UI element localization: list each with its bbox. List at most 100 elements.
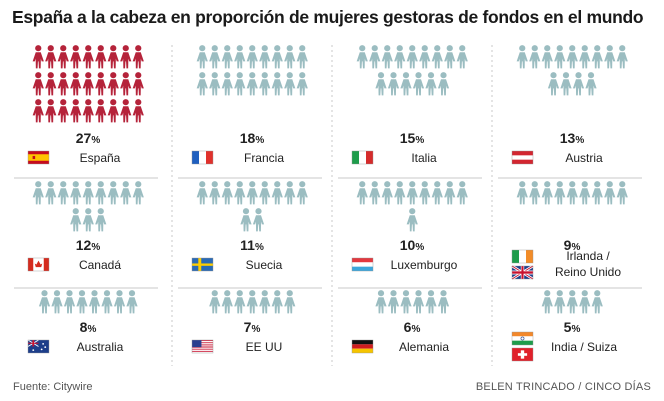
value-label: 9%: [564, 237, 581, 253]
person-icon: [259, 45, 271, 69]
value-label: 8%: [80, 319, 97, 335]
value-label: 12%: [76, 237, 101, 253]
person-icon: [70, 72, 82, 96]
person-icon: [38, 290, 51, 314]
person-icon: [221, 72, 233, 96]
person-icon: [107, 45, 119, 69]
person-icon: [381, 181, 393, 205]
person-icon: [246, 290, 258, 314]
person-icon: [82, 99, 94, 123]
person-icon: [45, 181, 57, 205]
person-icon: [616, 181, 628, 205]
country-label: Italia: [411, 151, 437, 165]
person-icon: [560, 72, 572, 96]
person-icon: [120, 181, 132, 205]
person-icon: [209, 72, 221, 96]
person-icon: [240, 208, 252, 232]
person-icon: [107, 181, 119, 205]
person-icon: [113, 290, 126, 314]
person-icon: [271, 181, 283, 205]
person-icon: [284, 181, 296, 205]
person-icon: [209, 45, 221, 69]
person-icon: [63, 290, 76, 314]
at-flag-icon: [511, 150, 534, 165]
person-icon: [271, 290, 283, 314]
value-label: 18%: [240, 130, 265, 146]
person-icon: [284, 72, 296, 96]
person-icon: [221, 45, 233, 69]
person-icon: [406, 181, 418, 205]
person-icon: [356, 181, 368, 205]
person-icon: [57, 181, 69, 205]
person-icon: [246, 45, 258, 69]
source-note: Fuente: Citywire: [13, 381, 93, 393]
person-icon: [369, 181, 381, 205]
country-cell-italia: 15% Italia: [351, 45, 468, 165]
person-icon: [431, 45, 443, 69]
value-label: 10%: [400, 237, 425, 253]
person-icon: [604, 45, 616, 69]
country-cell-luxemburgo: 10% Luxemburgo: [351, 181, 468, 272]
country-cell-francia: 18% Francia: [191, 45, 308, 165]
se-flag-icon: [191, 257, 214, 272]
credit-note: BELEN TRINCADO / CINCO DÍAS: [475, 381, 651, 393]
country-cell-austria: 13% Austria: [511, 45, 628, 165]
person-icon: [387, 72, 400, 96]
person-icon: [88, 290, 101, 314]
person-icon: [516, 181, 528, 205]
person-icon: [375, 72, 387, 96]
person-icon: [431, 181, 443, 205]
person-icon: [82, 45, 94, 69]
person-icon: [132, 45, 144, 69]
person-icon: [444, 45, 456, 69]
person-icon: [45, 45, 57, 69]
person-icon: [246, 181, 258, 205]
person-icon: [284, 45, 296, 69]
country-cell-alemania: 6% Alemania: [351, 290, 450, 354]
person-icon: [95, 99, 107, 123]
country-cell-india-suiza: 5% India / Suiza: [511, 290, 617, 362]
person-icon: [132, 99, 144, 123]
person-icon: [529, 45, 541, 69]
person-icon: [296, 45, 308, 69]
gb-flag-icon: [511, 264, 534, 281]
value-label: 13%: [560, 130, 585, 146]
country-label: Irlanda /: [566, 249, 610, 263]
person-icon: [32, 45, 44, 69]
person-icon: [369, 45, 381, 69]
person-icon: [579, 181, 591, 205]
person-icon: [296, 72, 308, 96]
us-flag-icon: [191, 339, 214, 354]
person-icon: [585, 72, 597, 96]
person-icon: [132, 72, 144, 96]
ca-flag-icon: [27, 257, 50, 272]
au-flag-icon: [27, 339, 50, 354]
person-icon: [554, 181, 566, 205]
person-icon: [356, 45, 368, 69]
person-icon: [400, 72, 412, 96]
person-icon: [234, 290, 246, 314]
person-icon: [32, 99, 44, 123]
person-icon: [437, 290, 450, 314]
country-cell-irlanda-reino-unido: 9%Irlanda / Reino Unido: [511, 181, 628, 281]
person-icon: [95, 45, 107, 69]
person-icon: [375, 290, 387, 314]
person-icon: [591, 290, 603, 314]
person-icon: [120, 72, 132, 96]
country-cell-canada: 12% Canadá: [27, 181, 144, 272]
person-icon: [234, 45, 246, 69]
person-icon: [252, 208, 265, 232]
person-icon: [406, 208, 418, 232]
country-label: España: [80, 151, 121, 165]
person-icon: [406, 45, 418, 69]
person-icon: [541, 290, 553, 314]
country-label: Luxemburgo: [391, 258, 458, 272]
ch-flag-icon: [511, 347, 534, 362]
person-icon: [95, 181, 107, 205]
person-icon: [57, 99, 69, 123]
person-icon: [554, 290, 566, 314]
person-icon: [419, 45, 431, 69]
es-flag-icon: [27, 150, 50, 165]
person-icon: [95, 72, 107, 96]
person-icon: [95, 208, 107, 232]
